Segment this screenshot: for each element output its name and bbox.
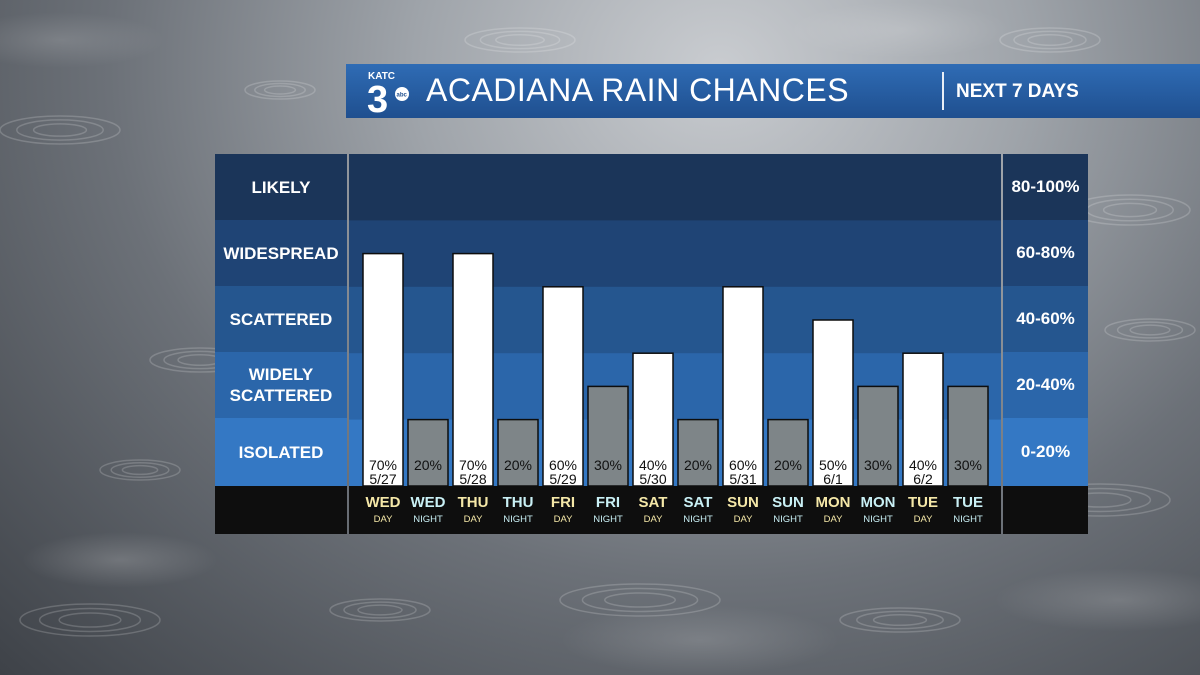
bar xyxy=(722,286,764,487)
day-label: MON xyxy=(861,494,896,511)
range-80-100: 80-100% xyxy=(1003,154,1088,220)
banner-divider xyxy=(942,72,944,110)
bar-date-label: 6/1 xyxy=(823,471,843,487)
bar-date-label: 6/2 xyxy=(913,471,933,487)
period-label: NIGHT xyxy=(593,514,623,525)
bar xyxy=(857,385,899,487)
period-label: NIGHT xyxy=(683,514,713,525)
bar xyxy=(632,352,674,487)
day-label: SAT xyxy=(684,494,713,511)
day-label: TUE xyxy=(953,494,983,511)
bar xyxy=(362,252,404,487)
bar xyxy=(947,385,989,487)
range-0-20: 0-20% xyxy=(1003,418,1088,486)
chart-band xyxy=(349,154,1001,221)
period-label: DAY xyxy=(734,514,753,525)
chart-footer xyxy=(349,486,1001,534)
day-label: SUN xyxy=(772,494,804,511)
bar-date-label: 5/31 xyxy=(729,471,756,487)
day-label: MON xyxy=(816,494,851,511)
right-footer xyxy=(1003,486,1088,534)
page-subtitle: NEXT 7 DAYS xyxy=(956,81,1079,102)
bar-value-label: 70% xyxy=(369,457,397,473)
bar-value-label: 30% xyxy=(594,457,622,473)
chart-band xyxy=(349,220,1001,288)
chart-band xyxy=(349,286,1001,354)
day-label: WED xyxy=(411,494,446,511)
category-likely: LIKELY xyxy=(215,154,347,220)
bar-value-label: 20% xyxy=(684,457,712,473)
category-widely-scattered: WIDELY SCATTERED xyxy=(215,352,347,418)
logo-channel-number: 3 xyxy=(367,79,388,114)
bar xyxy=(497,418,539,487)
left-footer xyxy=(215,486,347,534)
period-label: NIGHT xyxy=(413,514,443,525)
bar xyxy=(812,319,854,487)
bar xyxy=(902,352,944,487)
bar-date-label: 5/27 xyxy=(369,471,396,487)
rain-chance-chart: 70%5/27WEDDAY20%WEDNIGHT70%5/28THUDAY20%… xyxy=(349,154,1001,534)
bar-value-label: 40% xyxy=(909,457,937,473)
bar-date-label: 5/28 xyxy=(459,471,486,487)
katc-logo: KATC 3 abc xyxy=(367,71,409,114)
bar-value-label: 20% xyxy=(504,457,532,473)
day-label: FRI xyxy=(551,494,575,511)
logo-network: abc xyxy=(397,93,408,99)
bar-value-label: 20% xyxy=(414,457,442,473)
period-label: NIGHT xyxy=(953,514,983,525)
range-40-60: 40-60% xyxy=(1003,286,1088,352)
period-label: DAY xyxy=(644,514,663,525)
period-label: NIGHT xyxy=(503,514,533,525)
period-label: DAY xyxy=(554,514,573,525)
category-widespread: WIDESPREAD xyxy=(215,220,347,286)
bar-value-label: 40% xyxy=(639,457,667,473)
range-60-80: 60-80% xyxy=(1003,220,1088,286)
day-label: THU xyxy=(503,494,534,511)
bar-value-label: 60% xyxy=(549,457,577,473)
day-label: WED xyxy=(366,494,401,511)
range-20-40: 20-40% xyxy=(1003,352,1088,418)
logo-call-letters: KATC xyxy=(368,71,395,82)
bar-date-label: 5/30 xyxy=(639,471,666,487)
bar xyxy=(542,286,584,487)
bar xyxy=(407,418,449,487)
bar xyxy=(452,252,494,487)
bar-value-label: 20% xyxy=(774,457,802,473)
bar-value-label: 70% xyxy=(459,457,487,473)
page-title: ACADIANA RAIN CHANCES xyxy=(426,72,850,108)
bar-value-label: 30% xyxy=(864,457,892,473)
title-banner: KATC 3 abc ACADIANA RAIN CHANCES NEXT 7 … xyxy=(346,64,1200,118)
category-scattered: SCATTERED xyxy=(215,286,347,352)
bar-value-label: 50% xyxy=(819,457,847,473)
period-label: NIGHT xyxy=(773,514,803,525)
bar xyxy=(677,418,719,487)
period-label: NIGHT xyxy=(863,514,893,525)
bar-value-label: 60% xyxy=(729,457,757,473)
period-label: DAY xyxy=(824,514,843,525)
bar xyxy=(767,418,809,487)
bar-value-label: 30% xyxy=(954,457,982,473)
day-label: THU xyxy=(458,494,489,511)
day-label: TUE xyxy=(908,494,938,511)
day-label: SUN xyxy=(727,494,759,511)
day-label: SAT xyxy=(639,494,668,511)
day-label: FRI xyxy=(596,494,620,511)
bar-date-label: 5/29 xyxy=(549,471,576,487)
bar xyxy=(587,385,629,487)
period-label: DAY xyxy=(914,514,933,525)
category-isolated: ISOLATED xyxy=(215,418,347,486)
period-label: DAY xyxy=(464,514,483,525)
period-label: DAY xyxy=(374,514,393,525)
